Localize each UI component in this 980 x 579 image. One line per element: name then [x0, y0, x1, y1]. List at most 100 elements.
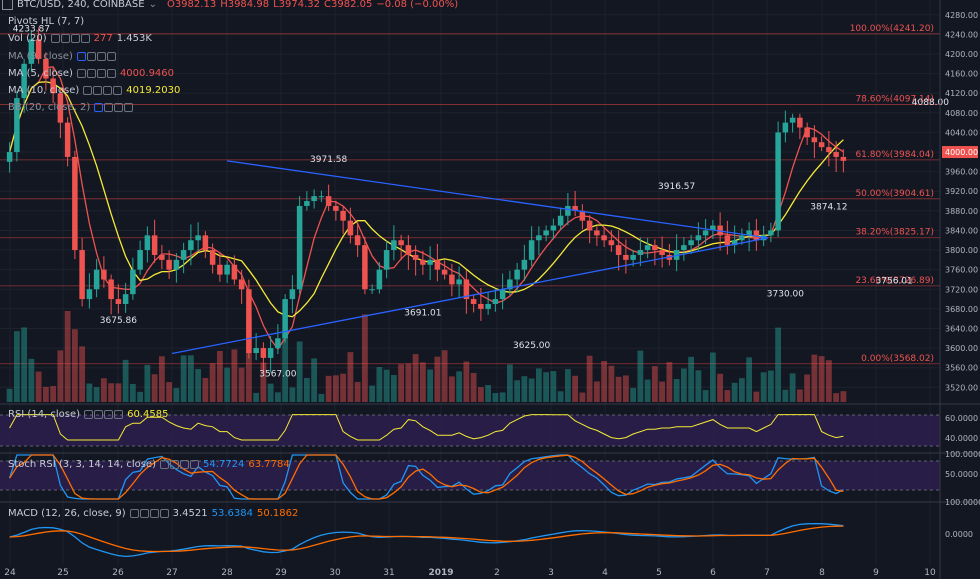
- macd-header[interactable]: MACD (12, 26, close, 9) 3.4521 53.6384 5…: [8, 508, 298, 519]
- ma9-label: MA (9, close): [8, 51, 73, 62]
- candle-body: [695, 235, 702, 241]
- price-tick-label: 4200.00: [945, 50, 978, 59]
- volume-value: 277: [93, 33, 113, 44]
- volume-bar: [245, 318, 252, 402]
- indicator-controls[interactable]: [129, 509, 169, 518]
- candle-body: [325, 196, 332, 206]
- indicator-volume[interactable]: Vol (20) 277 1.453K: [8, 33, 152, 44]
- price-tick-label: 3960.00: [945, 168, 978, 177]
- volume-bar: [354, 381, 361, 402]
- price-tick-label: 4120.00: [945, 89, 978, 98]
- candle-body: [572, 205, 578, 211]
- stoch-header[interactable]: Stoch RSI (3, 3, 14, 14, close) 54.7724 …: [8, 459, 290, 470]
- candle-body: [130, 269, 136, 295]
- candle-body: [383, 250, 390, 270]
- candle-body: [811, 137, 818, 143]
- price-tick-label: 3600.00: [945, 344, 978, 353]
- volume-bar: [238, 367, 245, 402]
- volume-bar: [673, 378, 680, 402]
- fib-level-label: 61.80%(3984.04): [855, 150, 934, 160]
- macd-line: [9, 522, 844, 558]
- indicator-ma5[interactable]: MA (5, close) 4000.9460: [8, 68, 174, 79]
- volume-bar: [383, 369, 390, 402]
- candle-body: [108, 279, 114, 300]
- candle-body: [195, 235, 201, 241]
- candle-body: [797, 117, 803, 128]
- stoch-k-value: 54.7724: [203, 459, 245, 470]
- pane-tick-label: 60.0000: [945, 414, 978, 423]
- candle-body: [246, 289, 252, 353]
- volume-bar: [57, 350, 64, 402]
- pivot-label: 3971.58: [310, 155, 347, 165]
- pivot-label: 3625.00: [513, 341, 550, 351]
- symbol-header[interactable]: BTC/USD, 240, COINBASE ⌄ O3982.13 H3984.…: [2, 0, 458, 10]
- ohlc-close: C3982.05: [324, 0, 373, 10]
- candle-body: [507, 279, 513, 290]
- indicator-controls[interactable]: [50, 34, 90, 43]
- rsi-header[interactable]: RSI (14, close) 60.4585: [8, 409, 168, 420]
- current-price-text: 4000.00: [945, 148, 978, 157]
- candle-body: [159, 254, 165, 260]
- volume-bar: [86, 383, 93, 402]
- price-tick-label: 4160.00: [945, 70, 978, 79]
- indicator-controls[interactable]: [76, 69, 116, 78]
- signal-line: [9, 525, 844, 553]
- indicator-controls[interactable]: [76, 52, 116, 61]
- volume-bar: [202, 377, 209, 402]
- time-tick-label: 10: [924, 568, 936, 578]
- ohlc-change: −0.08 (−0.00%): [376, 0, 459, 10]
- candle-body: [818, 142, 825, 148]
- indicator-bb[interactable]: BB (20, close, 2): [8, 102, 134, 113]
- volume-bar: [441, 350, 448, 402]
- indicator-pivots[interactable]: Pivots HL (7, 7): [8, 16, 84, 27]
- candle-body: [6, 152, 13, 162]
- volume-bar: [115, 383, 122, 402]
- volume-bar: [724, 390, 731, 402]
- indicator-controls[interactable]: [94, 103, 134, 112]
- indicator-controls[interactable]: [83, 86, 123, 95]
- volume-bar: [137, 391, 144, 402]
- dropdown-icon[interactable]: ⌄: [148, 0, 157, 10]
- volume-bar: [224, 367, 231, 402]
- volume-bar: [79, 346, 86, 402]
- trend-lines[interactable]: [171, 160, 769, 355]
- indicator-controls[interactable]: [84, 410, 124, 419]
- candle-body: [267, 348, 274, 358]
- indicator-ma10[interactable]: MA (10, close) 4019.2030: [8, 85, 180, 96]
- candle-body: [456, 279, 462, 285]
- volume-bar: [651, 366, 658, 402]
- volume-bar: [267, 383, 274, 402]
- time-tick-label: 27: [166, 568, 177, 578]
- candle-body: [347, 220, 354, 236]
- indicator-ma9[interactable]: MA (9, close): [8, 51, 116, 62]
- price-tick-label: 4240.00: [945, 30, 978, 39]
- volume-bar: [260, 362, 267, 402]
- candle-body: [318, 196, 325, 198]
- collapse-icon[interactable]: [2, 0, 13, 10]
- candle-body: [623, 254, 629, 260]
- candle-body: [420, 259, 426, 265]
- ma10-label: MA (10, close): [8, 85, 80, 96]
- volume-bar: [303, 377, 310, 402]
- candle-body: [789, 117, 796, 123]
- time-tick-label: 30: [329, 568, 341, 578]
- volume-bar: [318, 393, 325, 402]
- volume-bar: [42, 386, 49, 402]
- time-axis[interactable]: 24 25 26 27 28 29 30 31 2019 2 3 4 5 6 7 8 9 10: [4, 568, 936, 578]
- candle-body: [376, 269, 383, 290]
- volume-bar: [122, 359, 129, 402]
- volume-bar: [296, 341, 303, 402]
- time-tick-label: 31: [383, 568, 394, 578]
- candle-body: [21, 63, 27, 99]
- volume-bar: [361, 314, 368, 402]
- candle-body: [369, 289, 375, 291]
- candle-body: [528, 240, 535, 260]
- pivot-label: 3691.01: [404, 308, 441, 318]
- candle-body: [485, 303, 491, 309]
- volume-bar: [688, 356, 695, 402]
- volume-bar: [825, 360, 832, 402]
- candle-body: [224, 264, 230, 275]
- indicator-controls[interactable]: [160, 460, 199, 469]
- price-axis[interactable]: 4280.00 4240.00 4200.00 4160.00 4120.00 4080.…: [939, 0, 980, 579]
